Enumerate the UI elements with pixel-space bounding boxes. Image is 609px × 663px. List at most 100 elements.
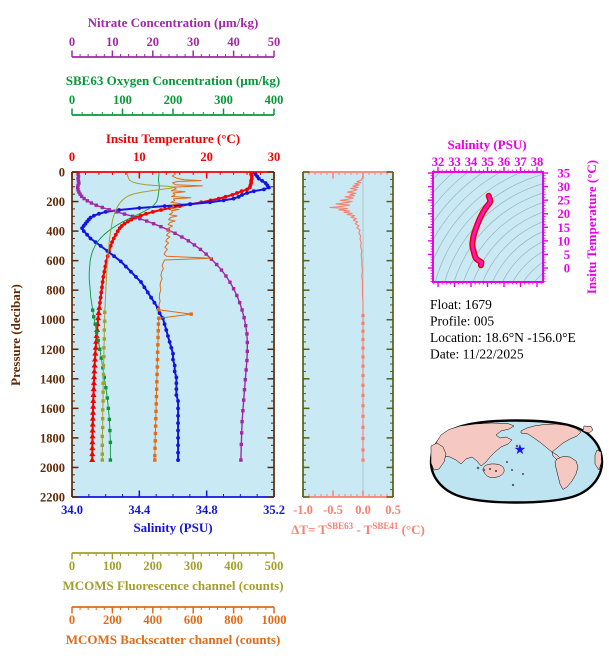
marker: [245, 340, 250, 345]
marker: [99, 356, 103, 360]
pressure-tick-label: 1600: [40, 402, 65, 416]
tick-label: 35.2: [263, 503, 285, 517]
plot-background: [303, 172, 393, 497]
ts-temperature-tick-label: 15: [558, 221, 571, 235]
series-layer: [329, 172, 365, 462]
marker: [101, 390, 105, 394]
ts-temperature-tick-label: 0: [564, 262, 570, 276]
marker: [176, 413, 180, 418]
marker: [89, 421, 96, 427]
marker: [153, 453, 157, 458]
marker: [361, 383, 365, 387]
landmass-south-america: [554, 456, 579, 490]
island: [506, 461, 508, 463]
marker: [361, 393, 365, 397]
float-info-panel: Float: 1679 Profile: 005 Location: 18.6°…: [430, 297, 576, 362]
marker: [102, 328, 107, 332]
pressure-tick-label: 800: [46, 284, 65, 298]
marker: [144, 211, 148, 216]
marker: [89, 427, 96, 433]
marker: [100, 443, 104, 447]
pressure-tick-label: 600: [46, 254, 65, 268]
marker: [149, 295, 154, 300]
ts-salinity-tick-label: 35: [481, 155, 494, 169]
marker: [91, 362, 98, 368]
marker: [99, 290, 104, 295]
island: [482, 468, 486, 472]
marker: [97, 211, 101, 216]
marker: [91, 308, 95, 312]
marker: [123, 264, 128, 269]
marker: [117, 226, 122, 231]
marker: [103, 310, 107, 315]
marker: [93, 332, 100, 338]
marker: [108, 440, 113, 445]
marker: [164, 328, 169, 332]
marker: [176, 399, 180, 403]
marker: [235, 191, 239, 195]
marker: [153, 431, 158, 436]
marker: [267, 185, 271, 190]
tick-label: 34.8: [196, 503, 218, 517]
marker: [76, 179, 81, 183]
marker: [228, 280, 232, 284]
marker: [75, 185, 80, 190]
marker: [107, 417, 112, 422]
marker: [176, 443, 180, 448]
marker: [156, 335, 160, 340]
ts-temperature-tick-label: 20: [558, 207, 571, 221]
marker: [153, 424, 158, 428]
marker: [91, 213, 96, 218]
pressure-tick-label: 1400: [40, 372, 65, 386]
series-layer: [75, 172, 271, 462]
marker: [244, 323, 248, 328]
oxygen-axis-title: SBE63 Oxygen Concentration (µm/kg): [66, 73, 280, 88]
ts-salinity-tick-label: 38: [531, 155, 544, 169]
marker: [235, 293, 239, 298]
marker: [242, 388, 247, 392]
marker: [80, 226, 84, 231]
marker: [82, 196, 86, 201]
marker: [361, 458, 365, 462]
marker: [157, 311, 162, 315]
island: [515, 444, 519, 448]
marker: [247, 185, 252, 190]
marker: [156, 329, 160, 333]
series-line: [154, 172, 213, 461]
marker: [361, 355, 365, 359]
marker: [157, 316, 161, 320]
tick-label: -0.5: [323, 503, 343, 517]
marker: [91, 368, 98, 374]
tick-label: 200: [164, 93, 183, 107]
marker: [224, 274, 228, 278]
marker: [138, 216, 142, 221]
ts-temperature-tick-label: 25: [558, 194, 571, 208]
marker: [106, 406, 111, 411]
marker: [89, 438, 96, 445]
marker: [78, 192, 82, 196]
marker: [108, 458, 113, 462]
marker: [151, 222, 156, 226]
tick-label: 0: [69, 559, 75, 573]
marker: [189, 312, 193, 316]
tick-label: 30: [187, 35, 200, 49]
marker: [90, 397, 97, 403]
marker: [223, 194, 228, 199]
tick-label: 600: [184, 613, 203, 627]
pressure-tick-label: 200: [46, 195, 65, 209]
tick-label: 0.0: [355, 503, 371, 517]
marker: [89, 201, 94, 205]
marker: [118, 259, 123, 264]
marker: [153, 439, 157, 443]
marker: [361, 448, 365, 452]
marker: [169, 345, 174, 350]
ts-curve: [470, 194, 492, 267]
marker: [89, 415, 96, 421]
marker: [98, 243, 103, 248]
marker: [103, 264, 108, 269]
tick-label: 200: [143, 559, 162, 573]
marker: [122, 221, 127, 226]
marker: [102, 375, 107, 380]
marker: [155, 365, 159, 369]
